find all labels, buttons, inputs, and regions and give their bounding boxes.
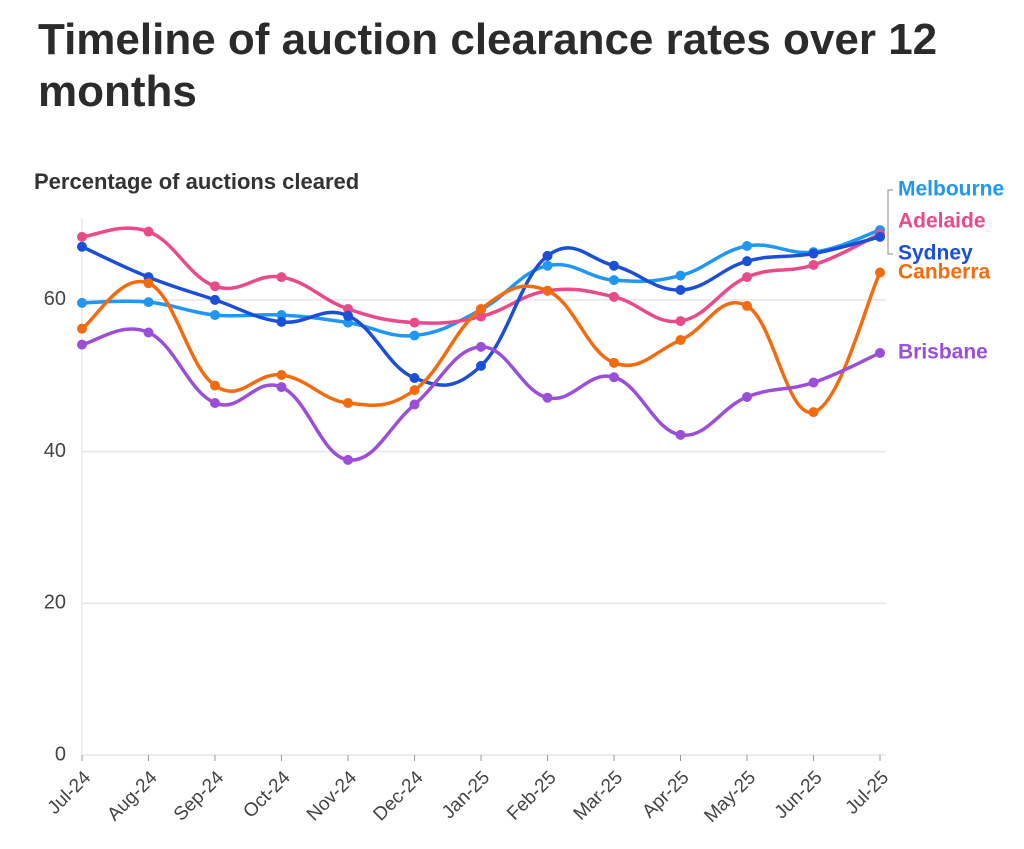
data-point [210,310,220,321]
data-point [808,377,819,388]
data-point [210,380,220,391]
data-point [808,407,819,418]
x-tick-label: Dec-24 [369,767,427,825]
data-point [742,272,752,283]
data-point [609,357,619,368]
data-point [77,297,87,308]
data-point [143,278,154,289]
legend-label: Melbourne [898,178,1004,201]
y-tick-label: 60 [44,288,66,310]
x-tick-label: Feb-25 [503,767,560,824]
data-point [409,372,420,383]
data-point [542,260,553,271]
data-point [77,231,87,242]
data-point [343,398,353,409]
data-point [875,267,885,278]
data-point [875,347,885,358]
data-point [143,226,154,237]
data-point [808,259,819,270]
data-point [675,284,686,295]
chart-title: Timeline of auction clearance rates over… [38,15,938,116]
data-point [808,248,819,259]
data-point [609,260,619,271]
x-tick-label: Sep-24 [170,767,228,825]
data-point [542,285,553,296]
legend-label: Canberra [898,261,991,284]
x-tick-label: May-25 [700,767,760,827]
y-tick-label: 0 [55,743,66,765]
data-point [675,316,686,327]
data-point [742,391,752,402]
data-point [476,311,486,322]
data-point [609,275,619,286]
legend-label: Brisbane [898,341,988,364]
data-point [77,323,87,334]
x-tick-label: Jul-25 [842,767,893,818]
x-tick-label: Aug-24 [103,767,161,825]
data-point [542,250,553,261]
data-point [675,270,686,281]
data-point [409,330,420,341]
data-point [609,291,619,302]
data-point [875,231,885,242]
data-point [409,317,420,328]
data-point [210,281,220,292]
data-point [476,360,486,371]
data-point [276,316,287,327]
x-tick-label: Apr-25 [638,767,693,822]
data-point [143,327,154,338]
data-point [476,341,486,352]
label-bracket [887,189,893,255]
x-tick-label: Jul-24 [44,767,96,819]
chart-subtitle: Percentage of auctions cleared [34,169,359,194]
y-tick-label: 20 [44,592,66,614]
data-point [343,310,353,321]
data-point [609,372,619,383]
data-point [77,241,87,252]
y-tick-label: 40 [44,440,66,462]
x-tick-label: Jan-25 [438,767,494,823]
data-point [210,294,220,305]
data-point [210,398,220,409]
data-point [742,300,752,311]
x-tick-label: Nov-24 [303,767,361,825]
legend-label: Sydney [898,242,973,265]
data-point [276,369,287,380]
legend-label: Adelaide [898,210,986,233]
data-point [542,392,553,403]
data-point [343,454,353,465]
data-point [77,339,87,350]
x-tick-label: Oct-24 [239,767,294,822]
data-point [276,382,287,393]
data-point [675,429,686,440]
data-point [675,335,686,346]
data-point [742,240,752,251]
x-tick-label: Jun-25 [771,767,827,823]
data-point [276,272,287,283]
data-point [476,303,486,314]
data-point [409,399,420,410]
x-tick-label: Mar-25 [570,767,627,824]
data-point [742,256,752,267]
data-point [409,385,420,396]
data-point [143,297,154,308]
